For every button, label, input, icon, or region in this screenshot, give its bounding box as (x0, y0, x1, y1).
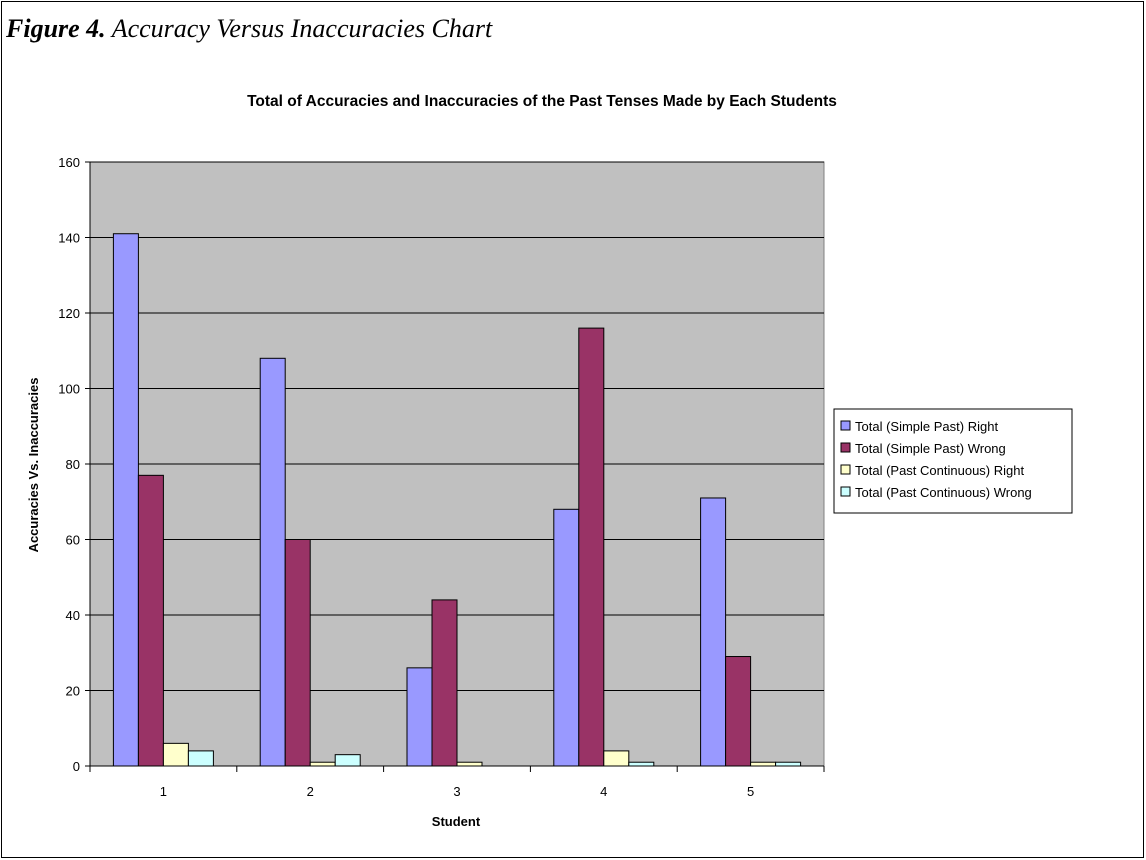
legend-label: Total (Simple Past) Right (855, 419, 998, 434)
bar-series-3-student-5 (750, 761, 777, 767)
bar-series-2-student-1 (137, 474, 164, 767)
bar-series-2-student-2 (284, 539, 311, 767)
x-tick-label: 4 (600, 784, 607, 799)
bar-series-4-student-1 (187, 750, 214, 767)
legend-swatch (840, 420, 851, 431)
bar-series-2-student-5 (725, 656, 752, 767)
legend-swatch (840, 486, 851, 497)
bar-series-4-student-5 (775, 761, 802, 767)
y-tick-label: 160 (58, 155, 80, 170)
bar-series-2-student-4 (578, 327, 605, 767)
y-axis-title: Accuracies Vs. Inaccuracies (26, 378, 41, 553)
bar-series-4-student-2 (334, 754, 361, 767)
bar-series-4-student-4 (628, 761, 655, 767)
y-tick-label: 100 (58, 382, 80, 397)
y-tick-label: 60 (66, 533, 80, 548)
figure-title: Accuracy Versus Inaccuracies Chart (111, 14, 493, 43)
bar-series-3-student-3 (456, 761, 483, 767)
y-tick-label: 40 (66, 608, 80, 623)
legend-box (833, 408, 1073, 514)
legend-label: Total (Simple Past) Wrong (855, 441, 1006, 456)
x-tick-label: 1 (160, 784, 167, 799)
legend-label: Total (Past Continuous) Right (855, 463, 1024, 478)
bar-series-3-student-4 (603, 750, 630, 767)
y-tick-label: 0 (73, 759, 80, 774)
x-tick-label: 2 (307, 784, 314, 799)
bar-series-1-student-1 (112, 233, 139, 767)
plot-area: 0 20 40 60 80 100 120 140 160 1 2 3 4 5 (58, 155, 825, 799)
bar-series-1-student-3 (406, 667, 433, 767)
legend-swatch (840, 442, 851, 453)
x-tick-label: 3 (453, 784, 460, 799)
bar-series-3-student-2 (309, 761, 336, 767)
bar-series-1-student-2 (259, 357, 286, 767)
y-tick-label: 20 (66, 684, 80, 699)
x-axis-title: Student (432, 814, 481, 829)
y-tick-label: 140 (58, 231, 80, 246)
bar-series-1-student-5 (700, 497, 727, 767)
y-tick-label: 80 (66, 457, 80, 472)
figure-caption: Figure 4. Accuracy Versus Inaccuracies C… (6, 14, 492, 44)
bar-series-3-student-1 (162, 742, 189, 767)
y-tick-label: 120 (58, 306, 80, 321)
legend-swatch (840, 464, 851, 475)
legend: Total (Simple Past) Right Total (Simple P… (833, 408, 1073, 514)
x-tick-label: 5 (747, 784, 754, 799)
figure-number: Figure 4. (6, 14, 106, 43)
bar-series-1-student-4 (553, 508, 580, 767)
bar-series-2-student-3 (431, 599, 458, 767)
legend-label: Total (Past Continuous) Wrong (855, 485, 1032, 500)
chart-title: Total of Accuracies and Inaccuracies of … (247, 93, 837, 110)
